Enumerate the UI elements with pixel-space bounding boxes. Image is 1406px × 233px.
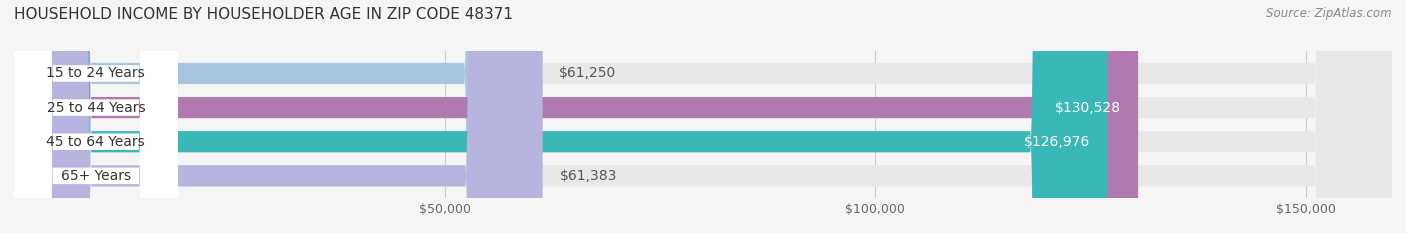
- Text: Source: ZipAtlas.com: Source: ZipAtlas.com: [1267, 7, 1392, 20]
- FancyBboxPatch shape: [14, 0, 177, 233]
- Text: 45 to 64 Years: 45 to 64 Years: [46, 135, 145, 149]
- Text: $126,976: $126,976: [1024, 135, 1090, 149]
- Text: 65+ Years: 65+ Years: [60, 169, 131, 183]
- Text: $61,250: $61,250: [558, 66, 616, 80]
- Text: HOUSEHOLD INCOME BY HOUSEHOLDER AGE IN ZIP CODE 48371: HOUSEHOLD INCOME BY HOUSEHOLDER AGE IN Z…: [14, 7, 513, 22]
- FancyBboxPatch shape: [14, 0, 177, 233]
- FancyBboxPatch shape: [14, 0, 1392, 233]
- FancyBboxPatch shape: [14, 0, 177, 233]
- FancyBboxPatch shape: [14, 0, 1392, 233]
- Text: 15 to 24 Years: 15 to 24 Years: [46, 66, 145, 80]
- FancyBboxPatch shape: [14, 0, 177, 233]
- FancyBboxPatch shape: [14, 0, 1108, 233]
- Text: 25 to 44 Years: 25 to 44 Years: [46, 101, 145, 115]
- FancyBboxPatch shape: [14, 0, 541, 233]
- Text: $130,528: $130,528: [1054, 101, 1121, 115]
- FancyBboxPatch shape: [14, 0, 1392, 233]
- FancyBboxPatch shape: [14, 0, 543, 233]
- Text: $61,383: $61,383: [560, 169, 617, 183]
- FancyBboxPatch shape: [14, 0, 1137, 233]
- FancyBboxPatch shape: [14, 0, 1392, 233]
